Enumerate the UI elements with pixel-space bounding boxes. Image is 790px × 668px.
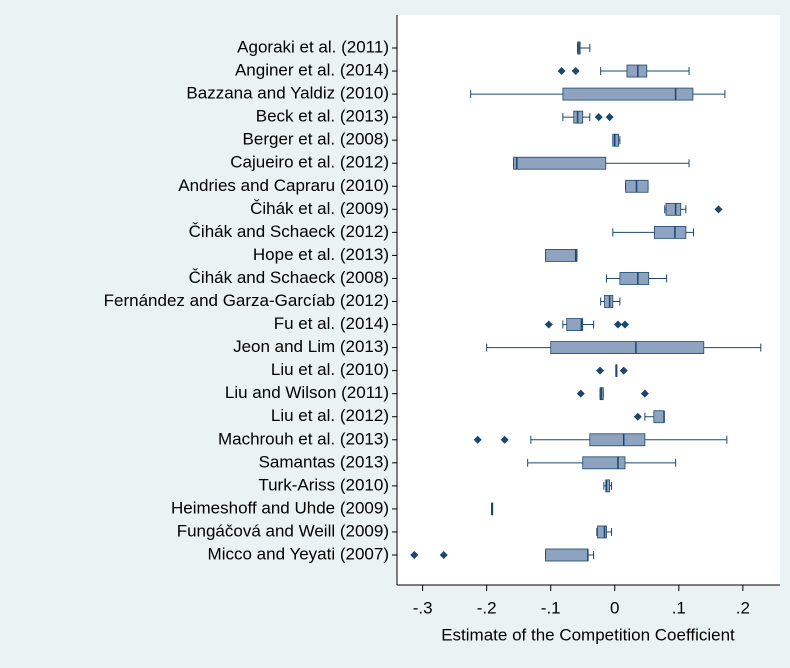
box	[619, 272, 650, 285]
outlier	[576, 389, 585, 398]
outlier	[473, 435, 482, 444]
box	[545, 548, 589, 562]
x-tick-label: .2	[736, 598, 750, 617]
outlier	[613, 320, 622, 329]
box	[626, 64, 648, 78]
category-label: Samantas (2013)	[259, 452, 389, 471]
category-label: Bazzana and Yaldiz (2010)	[186, 84, 389, 103]
category-label: Čihák and Schaeck (2012)	[189, 222, 389, 241]
box	[513, 156, 607, 170]
box	[582, 456, 626, 470]
x-tick-label: 0	[610, 598, 619, 617]
category-label: Hope et al. (2013)	[253, 245, 389, 264]
outlier	[633, 412, 642, 421]
box	[612, 133, 620, 147]
category-label: Čihák et al. (2009)	[250, 199, 389, 218]
plot-area	[397, 15, 780, 585]
category-label: Heimeshoff and Uhde (2009)	[171, 498, 389, 517]
box	[604, 295, 614, 308]
x-tick-label: -.2	[477, 598, 497, 617]
outlier	[410, 551, 419, 559]
box	[653, 410, 665, 424]
outlier	[544, 320, 553, 329]
category-label: Fungáčová and Weill (2009)	[177, 521, 389, 540]
category-label: Machrouh et al. (2013)	[218, 429, 389, 448]
category-label: Anginer et al. (2014)	[235, 61, 389, 80]
box	[562, 87, 694, 101]
outlier	[500, 435, 509, 444]
category-label: Liu et al. (2010)	[271, 360, 389, 379]
category-label: Cajueiro et al. (2012)	[230, 153, 389, 172]
category-label: Turk-Ariss (2010)	[258, 475, 389, 494]
category-label: Liu et al. (2012)	[271, 406, 389, 425]
category-label: Berger et al. (2008)	[243, 130, 389, 149]
x-tick-label: .1	[672, 598, 686, 617]
box	[566, 318, 584, 331]
outlier	[714, 205, 723, 214]
outlier	[619, 366, 628, 375]
category-label: Jeon and Lim (2013)	[233, 337, 389, 356]
category-label: Micco and Yeyati (2007)	[208, 544, 389, 563]
outlier	[621, 320, 630, 329]
x-tick-label: -.1	[541, 598, 561, 617]
category-label: Beck et al. (2013)	[256, 107, 389, 126]
box	[550, 341, 705, 354]
outlier	[557, 67, 566, 76]
category-label: Čihák and Schaeck (2008)	[189, 268, 389, 287]
box	[589, 433, 646, 447]
box	[665, 202, 682, 216]
category-label: Andries and Capraru (2010)	[178, 176, 389, 195]
category-label: Fernández and Garza-Garcíab (2012)	[104, 291, 389, 310]
category-label: Fu et al. (2014)	[274, 314, 389, 333]
box	[545, 249, 578, 262]
outlier	[439, 551, 448, 559]
box	[654, 225, 687, 239]
box	[597, 525, 607, 539]
category-label: Liu and Wilson (2011)	[225, 383, 389, 402]
outlier	[596, 366, 605, 375]
x-axis-title: Estimate of the Competition Coefficient	[441, 625, 735, 644]
outlier	[640, 389, 649, 398]
outlier	[571, 67, 580, 76]
outlier	[605, 113, 614, 122]
x-tick-label: -.3	[413, 598, 433, 617]
outlier	[594, 113, 603, 122]
category-label: Agoraki et al. (2011)	[237, 37, 389, 56]
